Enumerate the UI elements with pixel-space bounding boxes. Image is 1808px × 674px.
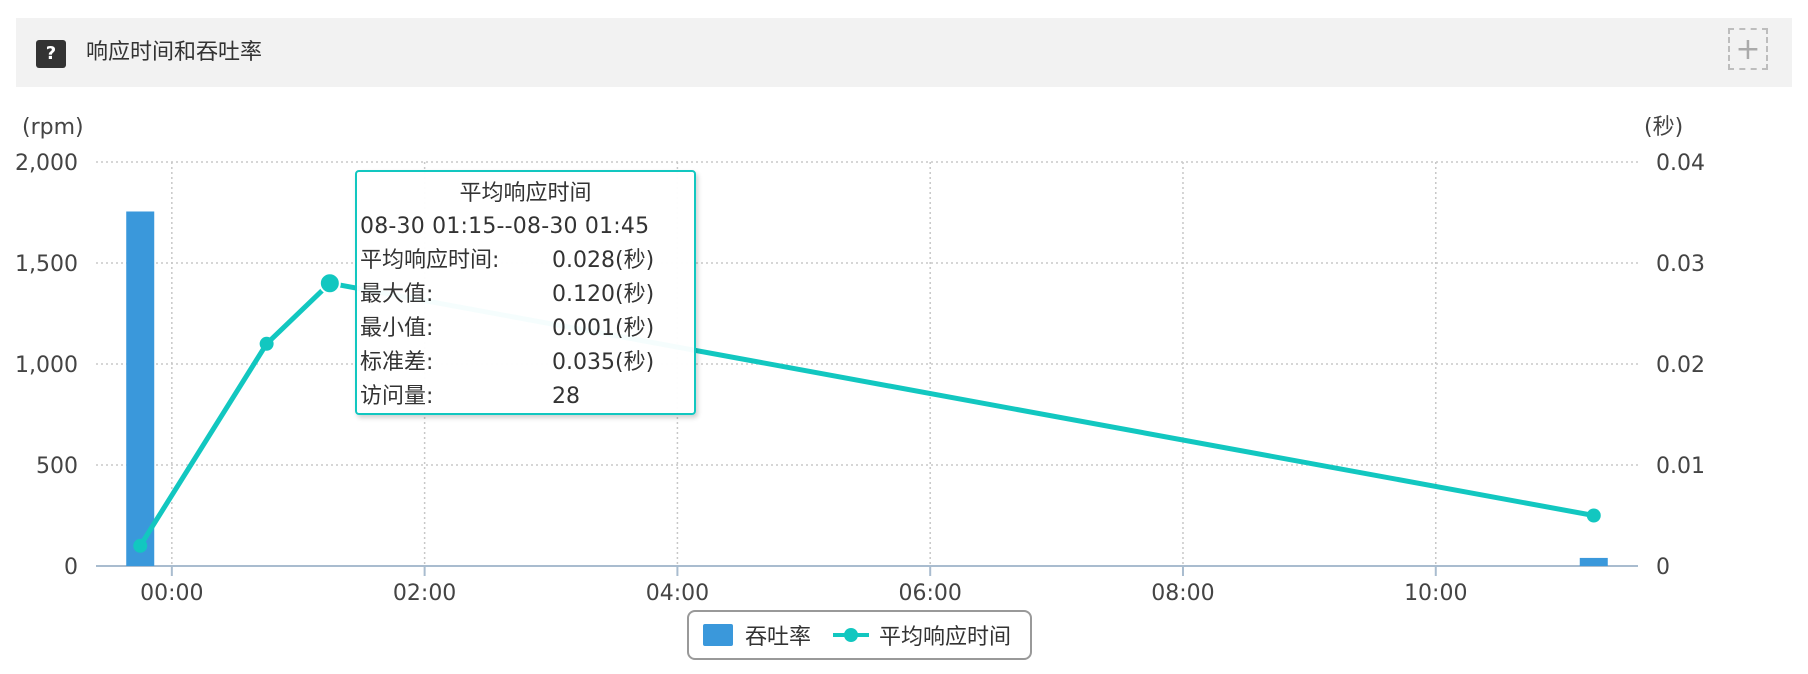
y-left-axis-label: (rpm) <box>22 115 84 140</box>
tooltip-row-value: 0.035(秒) <box>552 350 655 375</box>
help-icon[interactable]: ? <box>36 40 66 68</box>
x-tick-label: 04:00 <box>646 581 709 606</box>
panel-header: ? 响应时间和吞吐率 + <box>16 18 1792 87</box>
tooltip-row-label: 访问量: <box>360 384 434 409</box>
y-left-tick-label: 500 <box>36 454 78 479</box>
y-left-tick-label: 1,500 <box>15 252 78 277</box>
line-point <box>1586 508 1601 523</box>
tooltip-row: 平均响应时间: 0.028(秒) <box>360 244 694 278</box>
bar <box>1579 557 1608 566</box>
tooltip-row-label: 最小值: <box>360 316 434 341</box>
y-right-axis-label: (秒) <box>1644 115 1683 140</box>
bar <box>126 211 155 567</box>
y-right-tick-label: 0 <box>1656 555 1670 580</box>
tooltip-row-value: 28 <box>552 384 580 409</box>
tooltip-row-value: 0.001(秒) <box>552 316 655 341</box>
x-tick-label: 08:00 <box>1151 581 1214 606</box>
legend-item-throughput[interactable]: 吞吐率 <box>703 612 811 658</box>
line-point <box>259 336 274 351</box>
tooltip-row-label: 最大值: <box>360 282 434 307</box>
y-right-tick-label: 0.04 <box>1656 151 1705 176</box>
tooltip-row: 访问量: 28 <box>360 380 694 414</box>
tooltip-row-label: 标准差: <box>360 350 434 375</box>
tooltip-row: 标准差: 0.035(秒) <box>360 346 694 380</box>
line-point <box>318 272 341 295</box>
x-tick-label: 02:00 <box>393 581 456 606</box>
y-left-tick-label: 2,000 <box>15 151 78 176</box>
tooltip-row-label: 平均响应时间: <box>360 248 500 273</box>
add-panel-button[interactable]: + <box>1728 28 1768 70</box>
x-tick-label: 00:00 <box>140 581 203 606</box>
y-right-tick-label: 0.01 <box>1656 454 1705 479</box>
x-tick-label: 10:00 <box>1404 581 1467 606</box>
tooltip-row: 最大值: 0.120(秒) <box>360 278 694 312</box>
tooltip-period: 08-30 01:15--08-30 01:45 <box>360 214 650 239</box>
tooltip-row: 最小值: 0.001(秒) <box>360 312 694 346</box>
y-right-tick-label: 0.02 <box>1656 353 1705 378</box>
tooltip-row-value: 0.028(秒) <box>552 248 655 273</box>
y-left-tick-label: 1,000 <box>15 353 78 378</box>
y-left-tick-label: 0 <box>64 555 78 580</box>
legend-label: 平均响应时间 <box>879 625 1012 650</box>
panel-title: 响应时间和吞吐率 <box>86 40 263 65</box>
chart-tooltip: 平均响应时间 08-30 01:15--08-30 01:45 平均响应时间: … <box>355 170 696 415</box>
chart-legend: 吞吐率 平均响应时间 <box>687 610 1032 660</box>
bar-swatch-icon <box>703 624 733 646</box>
line-series <box>138 280 1595 548</box>
legend-label: 吞吐率 <box>745 625 812 650</box>
x-tick-label: 06:00 <box>898 581 961 606</box>
tooltip-title: 平均响应时间 <box>459 181 592 206</box>
y-right-tick-label: 0.03 <box>1656 252 1705 277</box>
legend-item-avg-response-time[interactable]: 平均响应时间 <box>833 612 1011 658</box>
tooltip-row-value: 0.120(秒) <box>552 282 655 307</box>
line-point <box>133 538 148 553</box>
line-swatch-icon <box>833 624 869 646</box>
